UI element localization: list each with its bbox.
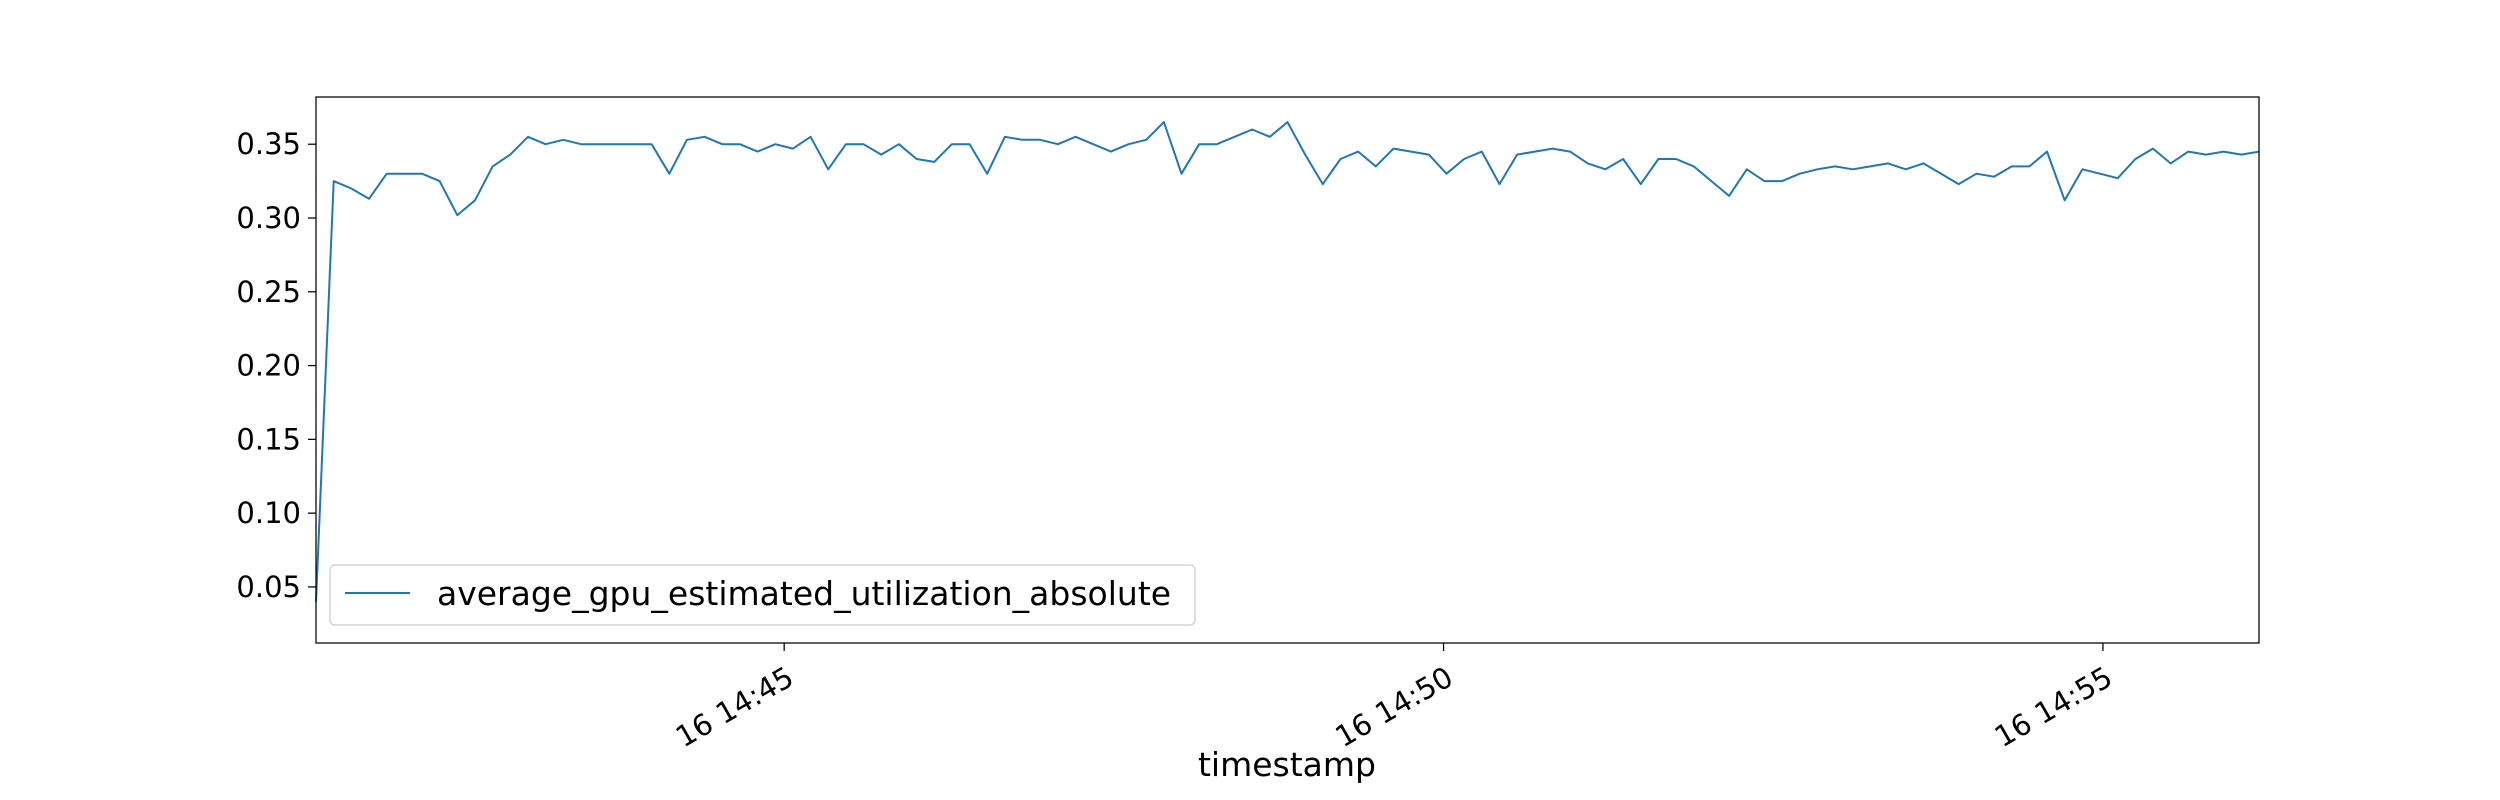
x-tick-label: 16 14:45: [670, 660, 799, 754]
plot-area: [316, 97, 2259, 643]
y-tick-label: 0.25: [236, 275, 301, 309]
legend: average_gpu_estimated_utilization_absolu…: [329, 564, 1196, 626]
y-tick-label: 0.20: [236, 349, 301, 383]
x-tick-label: 16 14:50: [1329, 660, 1458, 754]
legend-box: [329, 564, 1196, 626]
y-tick-label: 0.30: [236, 201, 301, 235]
plot-frame: [315, 96, 2260, 644]
legend-label: average_gpu_estimated_utilization_absolu…: [437, 574, 1171, 613]
y-tick-label: 0.15: [236, 422, 301, 456]
x-axis: 16 14:45 16 14:50 16 14:55: [670, 643, 2118, 754]
y-tick-label: 0.10: [236, 496, 301, 530]
x-axis-title: timestamp: [1198, 745, 1376, 784]
y-tick-label: 0.05: [236, 570, 301, 604]
series-line-0: [315, 121, 2260, 602]
x-tick-label: 16 14:55: [1989, 660, 2118, 754]
y-tick-label: 0.35: [236, 127, 301, 161]
series-layer: [315, 121, 2260, 602]
y-axis: 0.05 0.10 0.15 0.20 0.25 0.30 0.35: [236, 127, 316, 604]
